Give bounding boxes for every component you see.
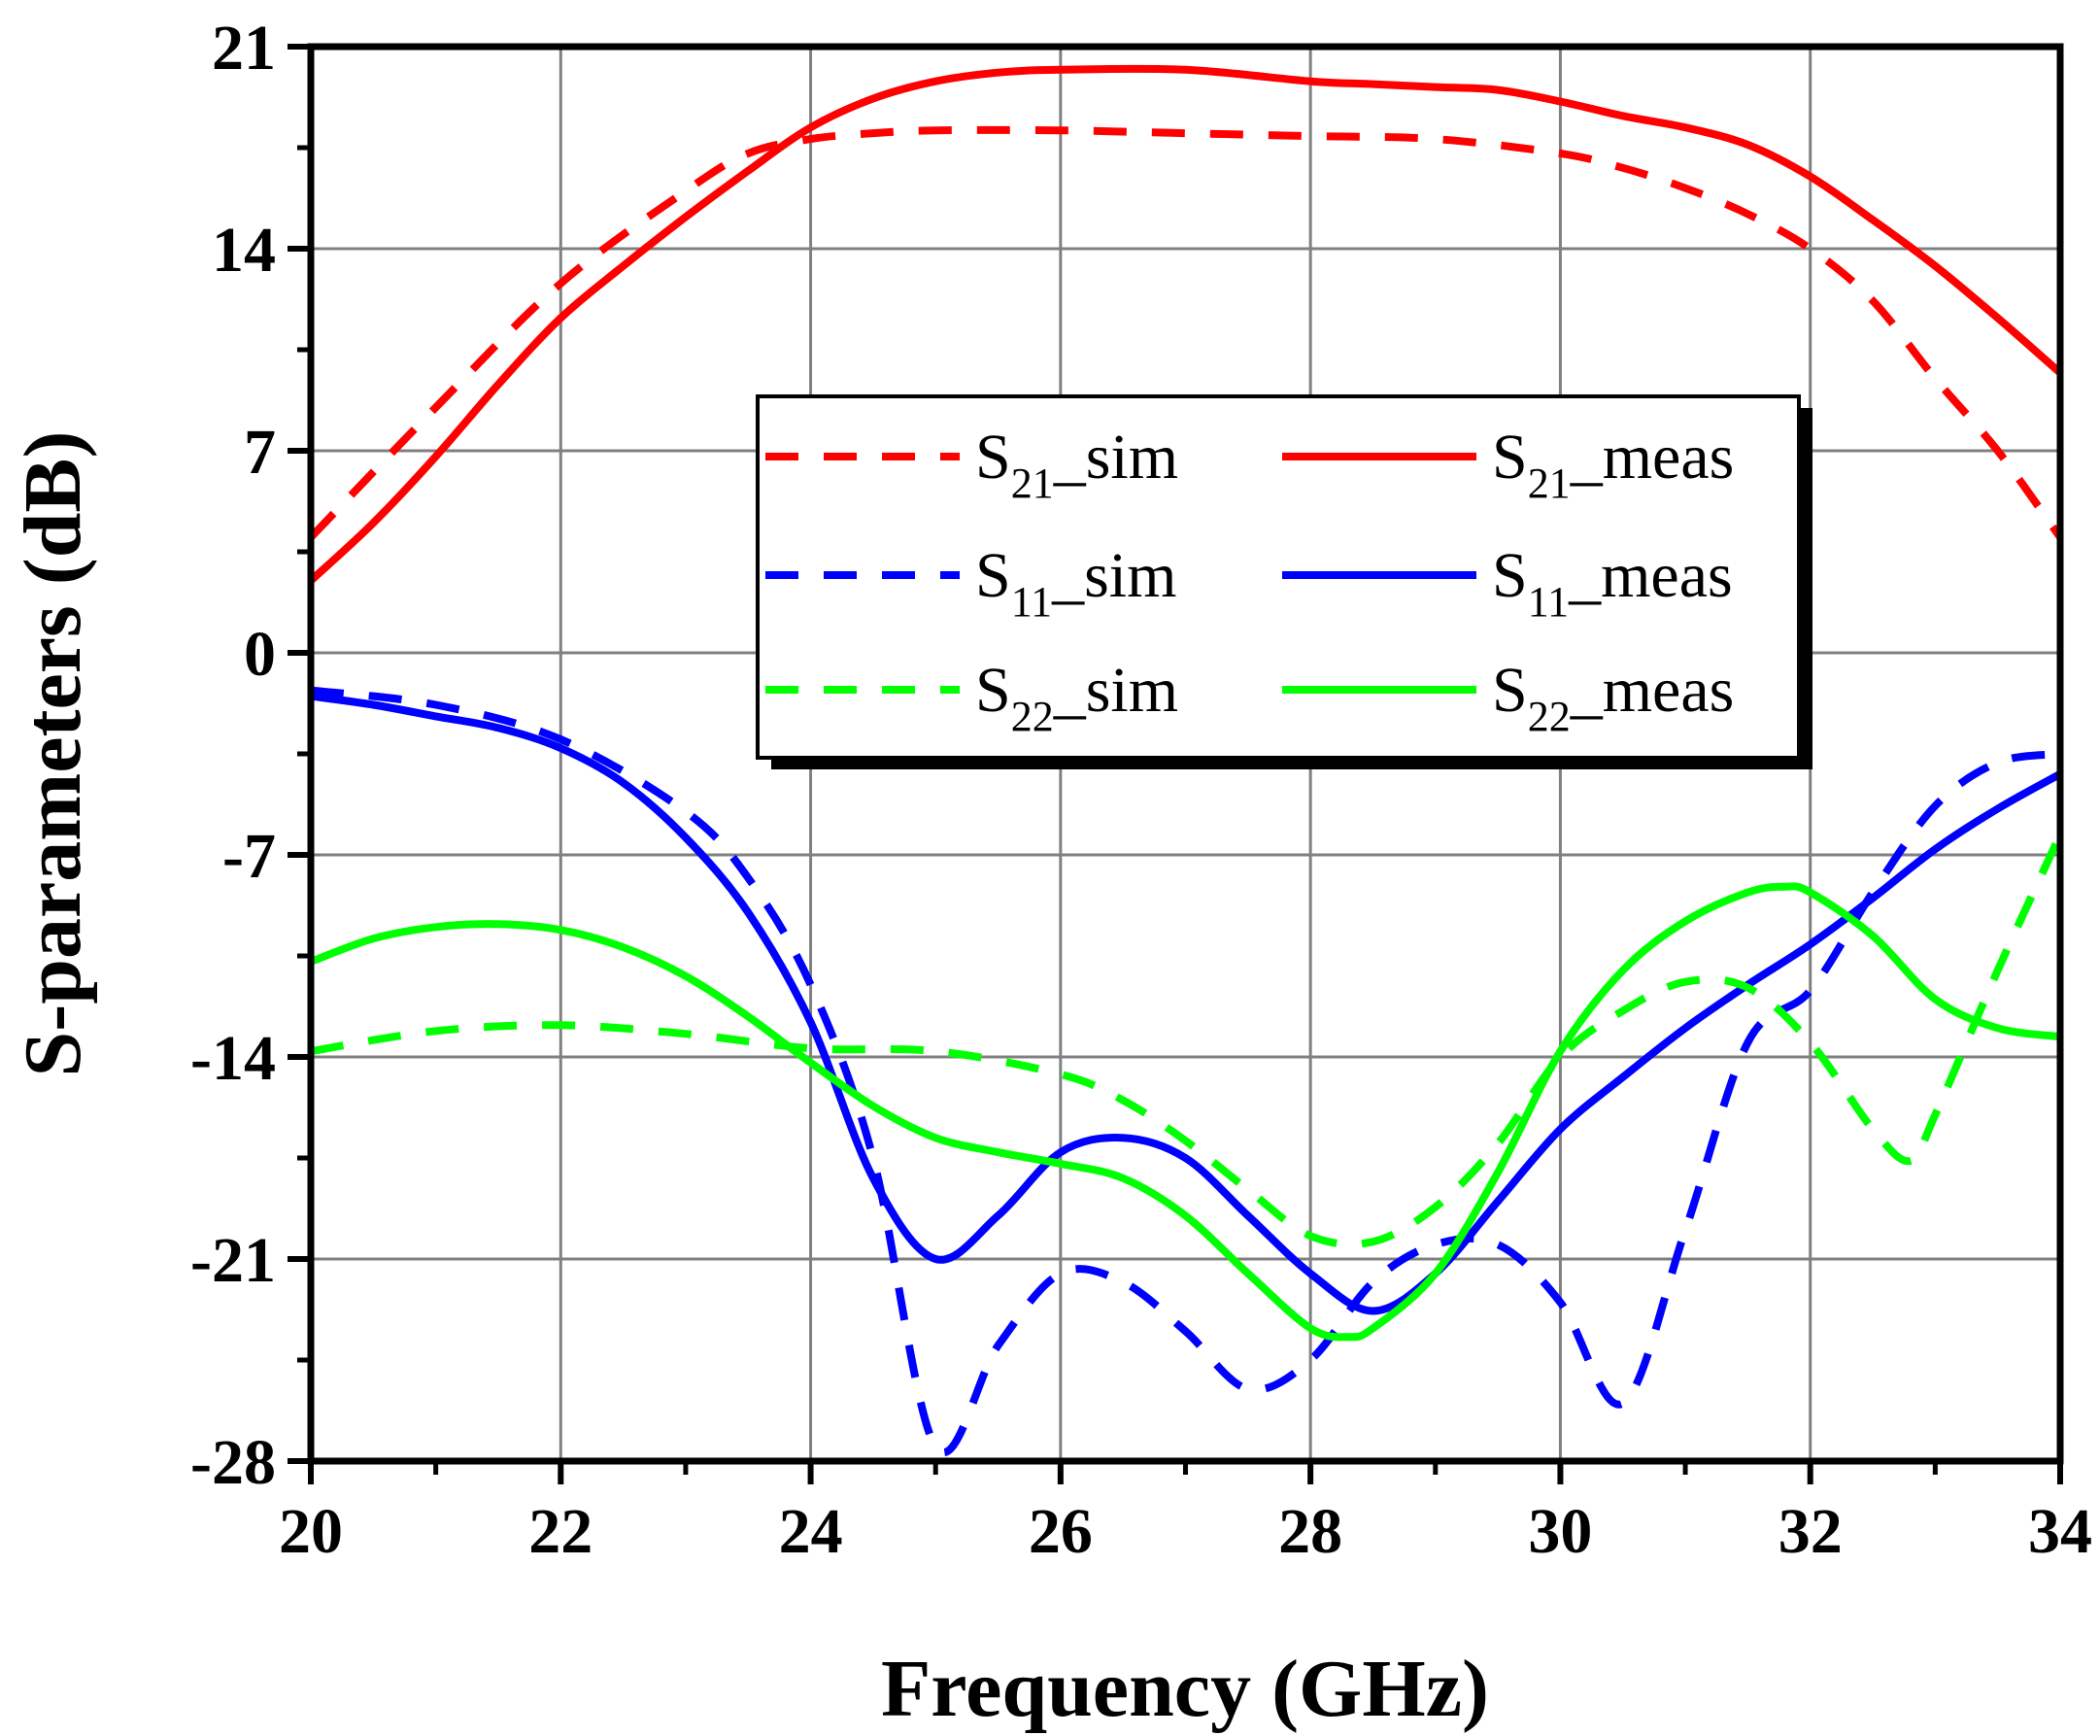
series-layer	[311, 64, 2060, 1457]
y-axis-title: S-parameters (dB)	[8, 431, 98, 1077]
x-tick-label: 22	[528, 1496, 593, 1567]
x-axis-title: Frequency (GHz)	[881, 1644, 1489, 1734]
y-tick-labels: -28 -21 -14 -7 0 7 14 21	[190, 13, 276, 1498]
legend-entry-s11-sim: S11_sim	[765, 540, 1176, 626]
y-tick-label: -14	[190, 1023, 276, 1094]
x-tick-label: 28	[1278, 1496, 1342, 1567]
legend-label-subscript: 21	[1011, 460, 1054, 507]
legend-label-main: S	[1492, 655, 1528, 726]
x-tick-label: 26	[1029, 1496, 1093, 1567]
y-tick-label: -28	[190, 1427, 276, 1498]
legend-label-subscript: 11	[1528, 578, 1569, 626]
x-tick-label: 34	[2028, 1496, 2092, 1567]
legend-entry-s22-sim: S22_sim	[765, 655, 1178, 740]
legend-label-subscript: 11	[1011, 578, 1052, 626]
series-line-s21-meas	[311, 64, 2060, 584]
legend-label-suffix: _meas	[1570, 422, 1735, 493]
y-tick-label: -7	[222, 821, 276, 892]
y-tick-label: 21	[212, 13, 276, 84]
legend-entry-s22-meas: S22_meas	[1282, 655, 1734, 740]
legend-label-suffix: _sim	[1053, 422, 1178, 493]
legend-label-subscript: 22	[1011, 693, 1054, 740]
legend-label-main: S	[1492, 540, 1528, 611]
legend-entry-s11-meas: S11_meas	[1282, 540, 1733, 626]
legend-label: S22_meas	[1492, 655, 1734, 740]
legend-label-main: S	[975, 422, 1011, 493]
y-tick-label: -21	[190, 1225, 276, 1296]
legend-label-subscript: 21	[1528, 460, 1571, 507]
x-tick-labels: 20 22 24 26 28 30 32 34	[279, 1496, 2092, 1567]
x-tick-label: 32	[1778, 1496, 1843, 1567]
legend-label-main: S	[1492, 422, 1528, 493]
legend-label-suffix: _meas	[1570, 655, 1735, 726]
series-line-s21-sim	[311, 125, 2060, 540]
legend-label: S11_sim	[975, 540, 1176, 626]
axis-ticks	[288, 44, 2063, 1484]
legend-label-suffix: _sim	[1051, 540, 1176, 611]
series-line-s22-meas	[311, 882, 2060, 1342]
x-tick-label: 24	[779, 1496, 843, 1567]
y-tick-label: 14	[212, 215, 276, 286]
legend-label-subscript: 22	[1528, 693, 1571, 740]
legend-label: S21_sim	[975, 422, 1178, 507]
y-tick-label: 7	[244, 417, 276, 488]
legend-box	[756, 394, 1801, 760]
legend-entry-s21-meas: S21_meas	[1282, 422, 1734, 507]
y-tick-label: 0	[244, 619, 276, 690]
legend-label: S22_sim	[975, 655, 1178, 740]
legend-label-main: S	[975, 540, 1011, 611]
series-line-s22-sim	[311, 833, 2060, 1248]
x-tick-label: 30	[1528, 1496, 1592, 1567]
legend-label: S21_meas	[1492, 422, 1734, 507]
legend-label: S11_meas	[1492, 540, 1733, 626]
x-tick-label: 20	[279, 1496, 343, 1567]
legend-label-suffix: _sim	[1053, 655, 1178, 726]
legend-entry-s21-sim: S21_sim	[765, 422, 1178, 507]
legend-label-main: S	[975, 655, 1011, 726]
legend-label-suffix: _meas	[1568, 540, 1733, 611]
series-line-s11-sim	[311, 686, 2060, 1457]
